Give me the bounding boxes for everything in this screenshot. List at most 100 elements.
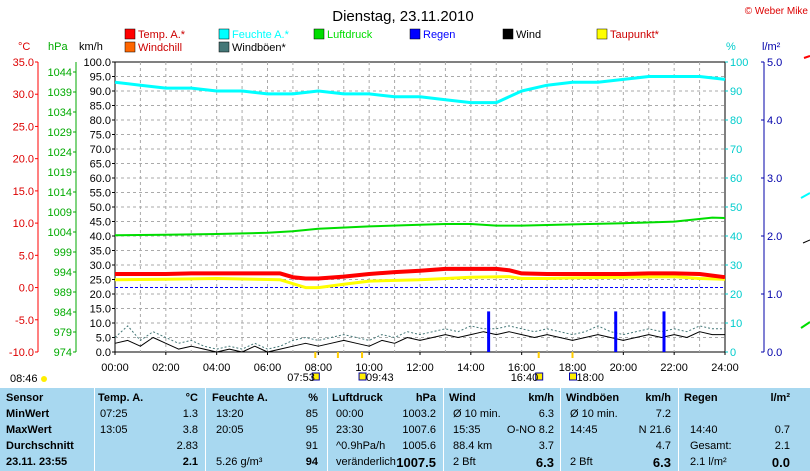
- table-unit-humidity: %: [308, 392, 318, 404]
- temp-tick-label: 25.0: [13, 121, 34, 133]
- rain-max-time: 14:40: [690, 424, 718, 436]
- wind-tick-label: 80.0: [90, 115, 111, 127]
- temp-tick-label: 15.0: [13, 186, 34, 198]
- pressure-tick-label: 984: [54, 307, 72, 319]
- temp-max-time: 13:05: [100, 424, 128, 436]
- edge-cyan-fragment: [800, 192, 810, 199]
- rain-tick-label: 4.0: [767, 115, 782, 127]
- sun-icon: [358, 372, 367, 381]
- wind-tick-label: 90.0: [90, 86, 111, 98]
- humidity-unit-label: %: [726, 41, 736, 53]
- temp-unit-label: °C: [18, 41, 30, 53]
- wind-max-value: O-NO 8.2: [506, 424, 554, 436]
- temp-average-value: 2.83: [176, 440, 198, 452]
- legend-swatch: [502, 28, 514, 40]
- table-unit-gusts: km/h: [645, 392, 671, 404]
- gusts-average-value: 4.7: [655, 440, 671, 452]
- wind-tick-label: 45.0: [90, 217, 111, 229]
- x-tick-label: 18:00: [559, 362, 587, 374]
- series-line-humidity: [114, 75, 726, 105]
- table-header-wind: Wind: [449, 392, 476, 404]
- temp-tick-label: -10.0: [9, 347, 34, 359]
- temp-tick-label: 0.0: [19, 283, 34, 295]
- wind-tick-label: 15.0: [90, 304, 111, 316]
- x-tick-label: 14:00: [457, 362, 485, 374]
- wind-avg-label: Ø 10 min.: [453, 408, 501, 420]
- wind-current-value: 6.3: [535, 455, 554, 470]
- gusts-max-time: 14:45: [570, 424, 598, 436]
- humidity-tick-label: 0: [730, 347, 736, 359]
- pressure-tick-label: 989: [54, 287, 72, 299]
- wind-max-time: 15:35: [453, 424, 481, 436]
- wind-tick-label: 65.0: [90, 159, 111, 171]
- legend-label: Temp. A.*: [138, 29, 186, 41]
- humidity-tick-label: 70: [730, 144, 742, 156]
- pressure-current-value: 1007.5: [396, 455, 436, 470]
- legend-swatch: [409, 28, 421, 40]
- table-header-sensor: Sensor: [6, 392, 44, 404]
- pressure-average-value: 1005.6: [402, 440, 436, 452]
- series-line-gusts: [114, 325, 725, 350]
- pressure-tick-label: 1044: [48, 67, 72, 79]
- rain-tick-label: 0.0: [767, 347, 782, 359]
- humidity-tick-label: 40: [730, 231, 742, 243]
- legend-label: Windböen*: [232, 42, 287, 54]
- humidity-max-value: 95: [305, 424, 318, 436]
- gusts-avg-label: Ø 10 min.: [570, 408, 618, 420]
- humidity-tick-label: 50: [730, 202, 742, 214]
- series-line-dewpoint: [114, 275, 726, 290]
- wind-distance: 88.4 km: [453, 440, 493, 452]
- temp-current-value: 2.1: [182, 456, 198, 468]
- humidity-tick-label: 90: [730, 86, 742, 98]
- x-tick-label: 00:00: [101, 362, 129, 374]
- pressure-tick-label: 1019: [48, 167, 72, 179]
- table-unit-wind: km/h: [528, 392, 554, 404]
- humidity-absolute: 5.26 g/m³: [216, 456, 263, 468]
- rain-max-value: 0.7: [774, 424, 790, 436]
- plot-area: [114, 75, 726, 353]
- rain-total-label: Gesamt:: [690, 440, 732, 452]
- wind-tick-label: 55.0: [90, 188, 111, 200]
- wind-tick-label: 95.0: [90, 72, 111, 84]
- x-tick-label: 02:00: [152, 362, 180, 374]
- humidity-tick-label: 60: [730, 173, 742, 185]
- pressure-tick-label: 974: [54, 347, 72, 359]
- wind-tick-label: 75.0: [90, 130, 111, 142]
- legend-label: Luftdruck: [327, 29, 373, 41]
- temp-tick-label: 35.0: [13, 57, 34, 69]
- legend-label: Taupunkt*: [610, 29, 660, 41]
- edge-green-fragment: [800, 321, 810, 329]
- x-tick-label: 20:00: [610, 362, 638, 374]
- x-tick-label: 08:00: [305, 362, 333, 374]
- table-header-gusts: Windböen: [566, 392, 620, 404]
- wind-tick-label: 100.0: [83, 57, 111, 69]
- gusts-avg-value: 7.2: [655, 408, 671, 420]
- legend-swatch: [124, 28, 136, 40]
- row-label-current: 23.11. 23:55: [6, 456, 68, 468]
- humidity-min-time: 13:20: [216, 408, 244, 420]
- wind-tick-label: 30.0: [90, 260, 111, 272]
- sun-marker-label: 09:43: [366, 372, 394, 384]
- legend-label: Feuchte A.*: [232, 29, 290, 41]
- humidity-tick-label: 20: [730, 289, 742, 301]
- sun-icon: [311, 372, 320, 381]
- sun-marker-label: 18:00: [577, 372, 605, 384]
- wind-tick-label: 50.0: [90, 202, 111, 214]
- humidity-tick-label: 10: [730, 318, 742, 330]
- rain-unit-label: l/m²: [762, 41, 781, 53]
- rain-tick-label: 1.0: [767, 289, 782, 301]
- pressure-tick-label: 1034: [48, 107, 72, 119]
- pressure-tick-label: 1029: [48, 127, 72, 139]
- copyright-label: © Weber Mike: [745, 6, 809, 17]
- sun-marker-label: 07:53: [287, 372, 315, 384]
- temp-tick-label: 20.0: [13, 154, 34, 166]
- wind-tick-label: 25.0: [90, 275, 111, 287]
- sun-marker-label: 08:46: [10, 373, 38, 385]
- plot-grid: [114, 61, 726, 353]
- legend-swatch: [313, 28, 325, 40]
- sunrise-icon: [41, 376, 47, 382]
- humidity-min-value: 85: [305, 408, 318, 420]
- pressure-min-value: 1003.2: [402, 408, 436, 420]
- table-header-rain: Regen: [684, 392, 718, 404]
- x-tick-label: 06:00: [254, 362, 282, 374]
